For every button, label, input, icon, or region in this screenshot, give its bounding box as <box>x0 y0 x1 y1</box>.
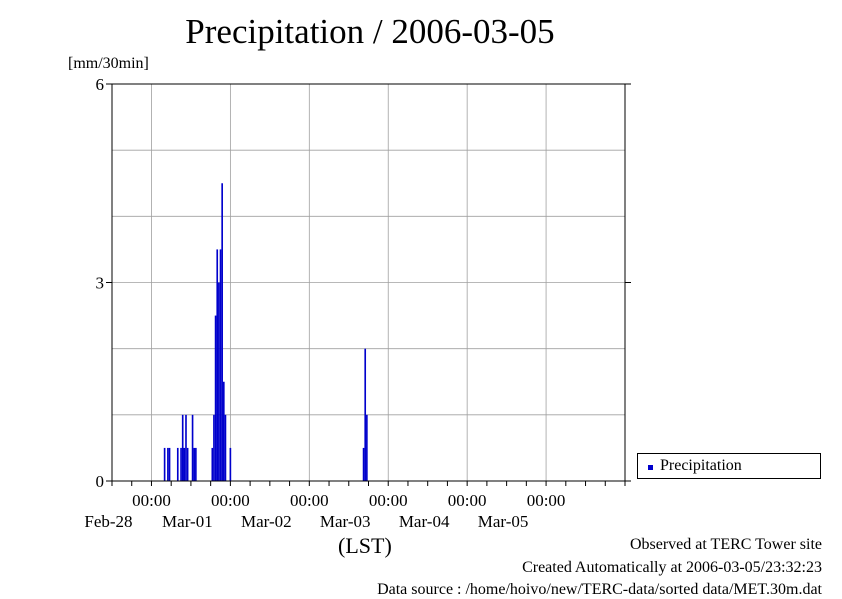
precipitation-bar <box>364 348 367 481</box>
precipitation-bar <box>181 414 184 481</box>
precipitation-bar <box>218 282 220 481</box>
x-tick-label-date: Mar-04 <box>399 512 450 531</box>
x-tick-label-time: 00:00 <box>132 491 171 510</box>
x-tick-label-date: Mar-01 <box>162 512 213 531</box>
precipitation-bar <box>229 447 232 481</box>
precipitation-bar <box>163 447 166 481</box>
precipitation-bar <box>180 447 182 481</box>
x-tick-label-time: 00:00 <box>211 491 250 510</box>
x-tick-label-date: Mar-03 <box>320 512 371 531</box>
x-tick-label-time: 00:00 <box>369 491 408 510</box>
precipitation-bar <box>222 381 225 481</box>
precipitation-bar <box>195 447 197 481</box>
precipitation-bar <box>214 315 217 481</box>
x-axis-label: (LST) <box>338 533 392 558</box>
x-tick-label-time: 00:00 <box>290 491 329 510</box>
footer-data-source: Data source : /home/hoivo/new/TERC-data/… <box>377 581 822 598</box>
x-tick-label-date: Feb-28 <box>84 512 132 531</box>
x-tick-label-time: 00:00 <box>527 491 566 510</box>
precipitation-bar <box>221 183 223 481</box>
precipitation-bar <box>362 447 365 481</box>
precipitation-bar <box>216 249 219 481</box>
footer-observed-site: Observed at TERC Tower site <box>629 536 822 553</box>
precipitation-bar <box>211 447 214 481</box>
precipitation-bar <box>366 414 368 481</box>
precipitation-bar <box>167 447 169 481</box>
precipitation-bar <box>185 414 187 481</box>
legend: Precipitation <box>637 453 821 479</box>
precipitation-bar <box>213 414 215 481</box>
precipitation-bar <box>186 447 189 481</box>
y-tick-label: 6 <box>96 75 105 94</box>
y-tick-label: 3 <box>96 274 105 293</box>
precipitation-bar <box>224 414 227 481</box>
precipitation-bar <box>191 414 194 481</box>
y-tick-label: 0 <box>96 472 105 491</box>
chart-title: Precipitation / 2006-03-05 <box>185 12 555 51</box>
precipitation-bar <box>176 447 179 481</box>
precipitation-bar <box>219 249 222 481</box>
x-tick-label-date: Mar-02 <box>241 512 292 531</box>
legend-swatch <box>648 465 653 470</box>
y-axis-unit-label: [mm/30min] <box>68 55 149 72</box>
x-tick-label-time: 00:00 <box>448 491 487 510</box>
legend-label: Precipitation <box>660 457 742 474</box>
precipitation-bar <box>193 447 196 481</box>
precipitation-bar <box>183 447 186 481</box>
precipitation-bar <box>168 447 171 481</box>
x-tick-label-date: Mar-05 <box>478 512 529 531</box>
footer-created-time: Created Automatically at 2006-03-05/23:3… <box>522 559 822 576</box>
